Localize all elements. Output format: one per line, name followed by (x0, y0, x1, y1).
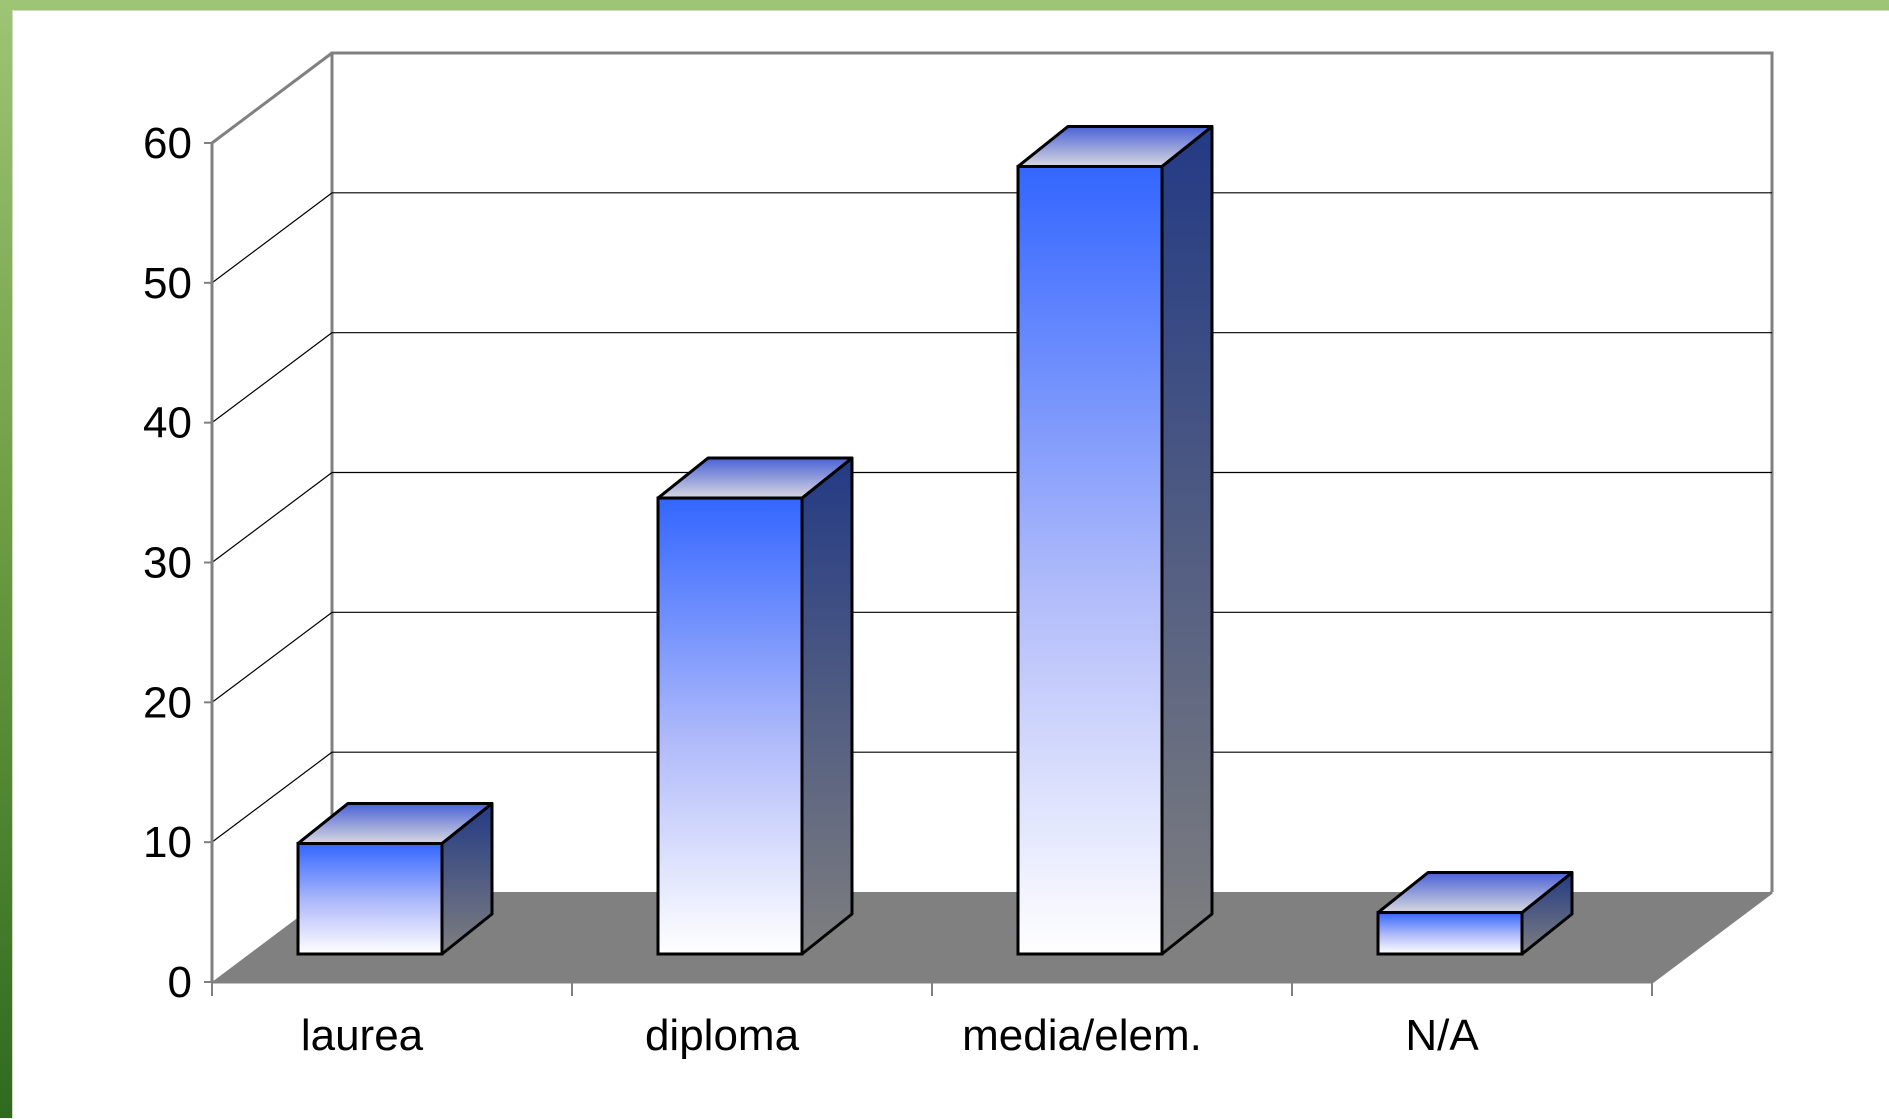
bar-n-a (1376, 871, 1574, 956)
bar-side-face (1160, 124, 1214, 956)
bar-laurea (296, 801, 494, 956)
gridline-diagonal (211, 611, 333, 703)
bar-front-face (1016, 164, 1164, 956)
gridline-diagonal (211, 192, 333, 284)
bar-front-face (656, 496, 804, 956)
bar-top-face (656, 456, 854, 500)
bar-top-face (1016, 124, 1214, 168)
gridline-diagonal (211, 472, 333, 563)
x-category-label: diploma (645, 1011, 800, 1060)
bar-front-face (296, 841, 444, 956)
bar-top-face (1376, 871, 1574, 915)
x-axis-categories: laurea diploma media/elem. N/A (301, 1011, 1479, 1060)
y-tick-label: 40 (143, 399, 192, 448)
x-category-label: N/A (1405, 1011, 1479, 1060)
bar-side-face (800, 456, 854, 956)
y-tick-label: 20 (143, 678, 192, 727)
gridlines (211, 192, 1772, 843)
bars (296, 124, 1574, 956)
side-wall-edge (211, 51, 333, 145)
y-tick-label: 50 (143, 259, 192, 308)
gridline-diagonal (211, 332, 333, 424)
x-category-label: media/elem. (962, 1011, 1202, 1060)
bar-diploma (656, 456, 854, 956)
y-tick-label: 0 (168, 958, 192, 1007)
floor-right-edge (1651, 890, 1773, 984)
y-tick-label: 10 (143, 818, 192, 867)
bar-media-elem- (1016, 124, 1214, 956)
y-tick-label: 30 (143, 539, 192, 588)
y-axis-ticks: 0 10 20 30 40 50 60 (143, 119, 212, 1007)
y-tick-label: 60 (143, 119, 192, 168)
bar-top-face (296, 801, 494, 845)
gridline-diagonal (211, 751, 333, 843)
x-category-label: laurea (301, 1011, 424, 1060)
bar-front-face (1376, 911, 1524, 956)
